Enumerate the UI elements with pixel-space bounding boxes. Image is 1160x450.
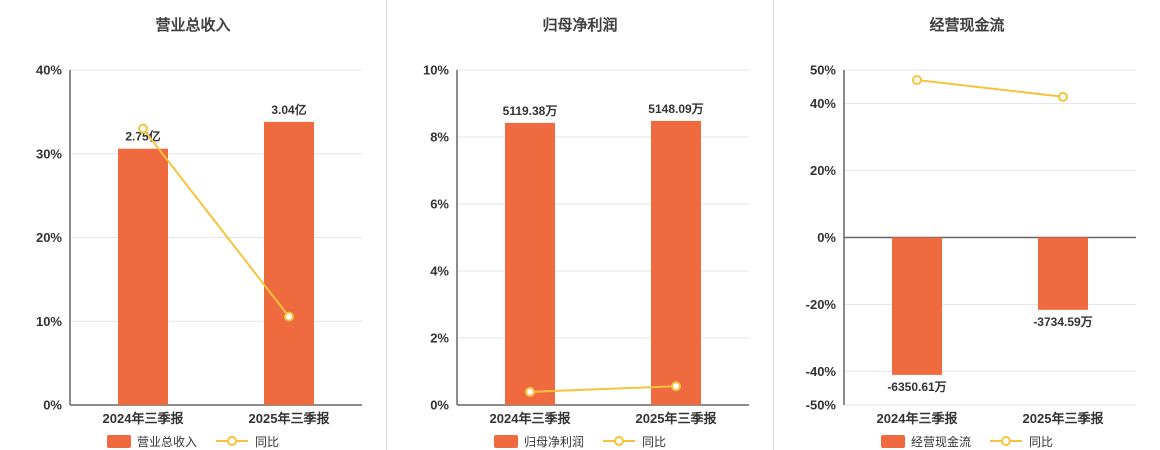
chart-title-revenue: 营业总收入 — [155, 17, 231, 34]
legend-line-label: 同比 — [1029, 434, 1054, 449]
legend-bar-label: 经营现金流 — [910, 434, 971, 449]
chart-title-cash-flow: 经营现金流 — [929, 17, 1005, 34]
yoy-line-marker — [525, 386, 535, 397]
y-tick-label: -20% — [806, 297, 837, 312]
bar — [264, 121, 314, 406]
yoy-line-icon — [216, 436, 248, 446]
x-category-label: 2024年三季报 — [103, 411, 185, 426]
bar-swatch-icon — [106, 434, 131, 448]
bar — [651, 120, 701, 406]
y-tick-label: -40% — [806, 364, 837, 379]
yoy-line — [529, 385, 677, 393]
y-tick-label: 10% — [36, 314, 62, 329]
panel-divider — [386, 0, 387, 450]
legend-line-label: 同比 — [255, 434, 280, 449]
y-tick-label: 40% — [36, 63, 62, 78]
y-tick-label: 10% — [423, 63, 449, 78]
bar-value-label: 5148.09万 — [648, 102, 703, 116]
legend-cash-flow: 经营现金流 同比 — [774, 432, 1160, 450]
yoy-line-icon — [603, 436, 635, 446]
chart-title-net-profit: 归母净利润 — [542, 17, 618, 34]
legend-net-profit: 归母净利润 同比 — [387, 432, 773, 450]
y-tick-label: 50% — [810, 63, 836, 78]
yoy-line-icon — [990, 436, 1022, 446]
bar — [1038, 237, 1088, 310]
cash-flow-plot: 50% 40% 20% 0% -20% -40% -50% -6350.61万 -3734.59… — [806, 63, 1136, 426]
yoy-line-marker — [912, 75, 922, 86]
legend-bar-label: 归母净利润 — [523, 434, 584, 449]
x-category-label: 2025年三季报 — [249, 411, 331, 426]
chart-panel-cash-flow: 经营现金流 50% 40% 20% 0% -20% -40% -50% -6350.61万 -3… — [774, 0, 1160, 450]
legend-line-label: 同比 — [642, 434, 667, 449]
x-category-label: 2025年三季报 — [1023, 411, 1105, 426]
y-tick-label: 0% — [43, 398, 62, 413]
y-tick-label: 0% — [430, 398, 449, 413]
x-category-label: 2025年三季报 — [636, 411, 718, 426]
x-category-label: 2024年三季报 — [490, 411, 572, 426]
y-tick-label: 8% — [430, 130, 449, 145]
y-tick-label: 40% — [810, 96, 836, 111]
y-tick-label: 20% — [810, 163, 836, 178]
y-tick-label: 4% — [430, 264, 449, 279]
bar — [505, 122, 555, 406]
y-tick-label: 0% — [817, 230, 836, 245]
yoy-line-marker — [138, 123, 148, 134]
bar-value-label: 3.04亿 — [271, 102, 306, 117]
bar-value-label: 5119.38万 — [503, 104, 558, 118]
bar-value-label: -6350.61万 — [887, 380, 946, 394]
legend-item-revenue-bar[interactable]: 营业总收入 — [106, 433, 197, 450]
bar-swatch-icon — [880, 434, 905, 448]
y-tick-label: 20% — [36, 230, 62, 245]
y-tick-label: 6% — [430, 197, 449, 212]
yoy-line — [142, 128, 290, 318]
legend-item-cash-flow-yoy[interactable]: 同比 — [989, 433, 1053, 450]
yoy-line-marker — [671, 381, 681, 392]
yoy-line-marker — [284, 311, 294, 322]
bar-swatch-icon — [493, 434, 518, 448]
net-profit-plot: 10% 8% 6% 4% 2% 0% 5119.38万 5148.09万 2024年三季报 202… — [423, 63, 749, 426]
yoy-line — [916, 79, 1064, 98]
yoy-line-marker — [1058, 91, 1068, 102]
chart-panel-revenue: 营业总收入 40% 30% 20% 10% 0% 2.75亿 3.04亿 2024年三季报 20… — [0, 0, 386, 450]
legend-bar-label: 营业总收入 — [136, 434, 197, 449]
bar-value-label: -3734.59万 — [1033, 315, 1092, 329]
chart-panel-net-profit: 归母净利润 10% 8% 6% 4% 2% 0% 5119.38万 5148.09万 2024年… — [387, 0, 773, 450]
panel-divider — [773, 0, 774, 450]
bar — [892, 237, 942, 375]
x-category-label: 2024年三季报 — [877, 411, 959, 426]
y-tick-label: 30% — [36, 146, 62, 161]
legend-item-net-profit-yoy[interactable]: 同比 — [602, 433, 666, 450]
legend-item-cash-flow-bar[interactable]: 经营现金流 — [880, 433, 971, 450]
bar — [118, 148, 168, 405]
legend-item-net-profit-bar[interactable]: 归母净利润 — [493, 433, 584, 450]
legend-item-revenue-yoy[interactable]: 同比 — [215, 433, 279, 450]
legend-revenue: 营业总收入 同比 — [0, 432, 386, 450]
y-tick-label: -50% — [806, 398, 837, 413]
y-tick-label: 2% — [430, 331, 449, 346]
